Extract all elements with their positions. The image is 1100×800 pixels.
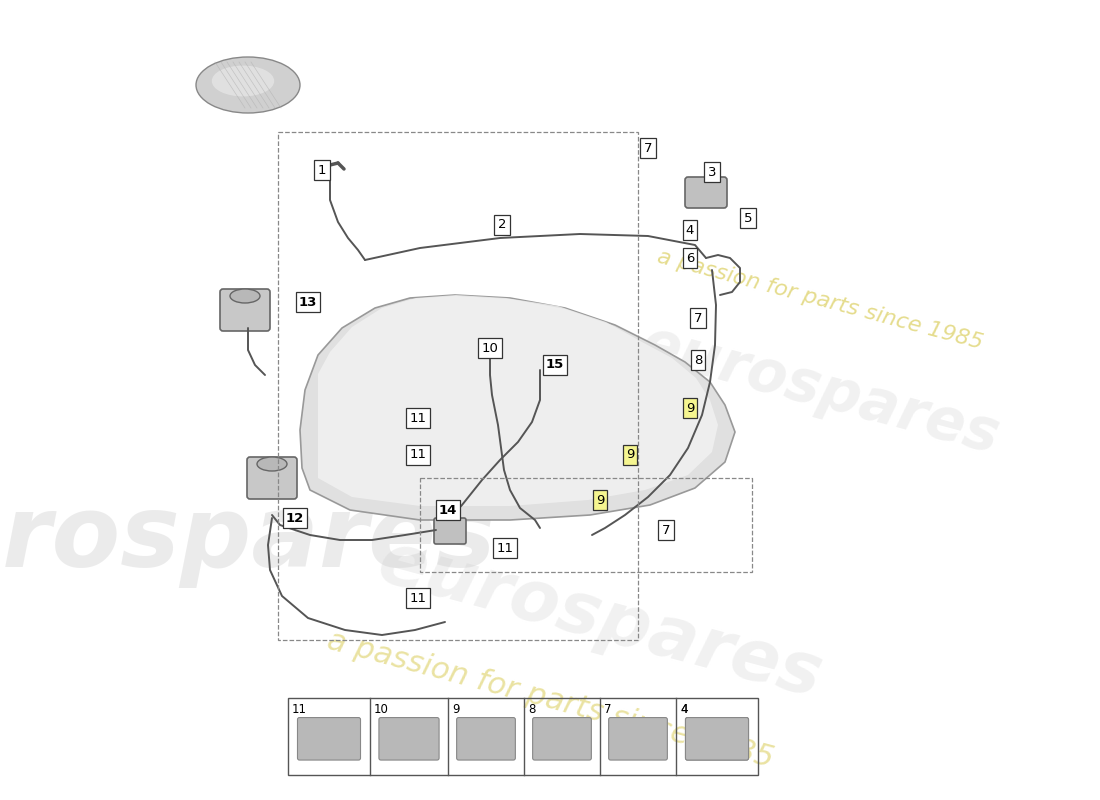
Text: 11: 11 xyxy=(409,449,427,462)
Bar xyxy=(288,698,758,775)
Text: eurospares: eurospares xyxy=(0,491,496,589)
FancyBboxPatch shape xyxy=(685,177,727,208)
FancyBboxPatch shape xyxy=(685,718,748,760)
FancyBboxPatch shape xyxy=(220,289,270,331)
Text: 8: 8 xyxy=(528,703,536,716)
Bar xyxy=(278,132,638,640)
FancyBboxPatch shape xyxy=(608,718,668,760)
Ellipse shape xyxy=(196,57,300,113)
Text: 9: 9 xyxy=(626,449,635,462)
Ellipse shape xyxy=(212,66,274,96)
FancyBboxPatch shape xyxy=(456,718,516,760)
Text: 7: 7 xyxy=(662,523,670,537)
Text: 11: 11 xyxy=(292,703,307,716)
FancyBboxPatch shape xyxy=(297,718,361,760)
Text: 11: 11 xyxy=(496,542,514,554)
Text: 11: 11 xyxy=(409,591,427,605)
Text: 9: 9 xyxy=(452,703,460,716)
FancyBboxPatch shape xyxy=(248,457,297,499)
Ellipse shape xyxy=(230,289,260,303)
Text: 14: 14 xyxy=(439,503,458,517)
Text: a passion for parts since 1985: a passion for parts since 1985 xyxy=(654,247,984,353)
Text: 7: 7 xyxy=(694,311,702,325)
Text: 7: 7 xyxy=(644,142,652,154)
Text: 12: 12 xyxy=(286,511,304,525)
Text: 5: 5 xyxy=(744,211,752,225)
Text: 4: 4 xyxy=(680,703,688,716)
Text: 11: 11 xyxy=(409,411,427,425)
Text: 6: 6 xyxy=(685,251,694,265)
Text: 4: 4 xyxy=(685,223,694,237)
Text: 3: 3 xyxy=(707,166,716,178)
Text: 8: 8 xyxy=(694,354,702,366)
Text: eurospares: eurospares xyxy=(635,314,1005,466)
Text: 2: 2 xyxy=(497,218,506,231)
Text: 4: 4 xyxy=(680,703,688,716)
Text: 15: 15 xyxy=(546,358,564,371)
Text: 10: 10 xyxy=(374,703,389,716)
FancyBboxPatch shape xyxy=(685,718,748,760)
Polygon shape xyxy=(300,295,735,520)
Text: 13: 13 xyxy=(299,295,317,309)
FancyBboxPatch shape xyxy=(532,718,592,760)
Text: 1: 1 xyxy=(318,163,327,177)
FancyBboxPatch shape xyxy=(434,518,466,544)
Text: 9: 9 xyxy=(685,402,694,414)
Text: eurospares: eurospares xyxy=(371,527,829,713)
Text: 9: 9 xyxy=(596,494,604,506)
FancyBboxPatch shape xyxy=(378,718,439,760)
Ellipse shape xyxy=(257,457,287,471)
Bar xyxy=(420,478,752,572)
Text: 10: 10 xyxy=(482,342,498,354)
Text: a passion for parts since 1985: a passion for parts since 1985 xyxy=(323,626,777,774)
Polygon shape xyxy=(318,295,718,506)
Text: 7: 7 xyxy=(604,703,612,716)
